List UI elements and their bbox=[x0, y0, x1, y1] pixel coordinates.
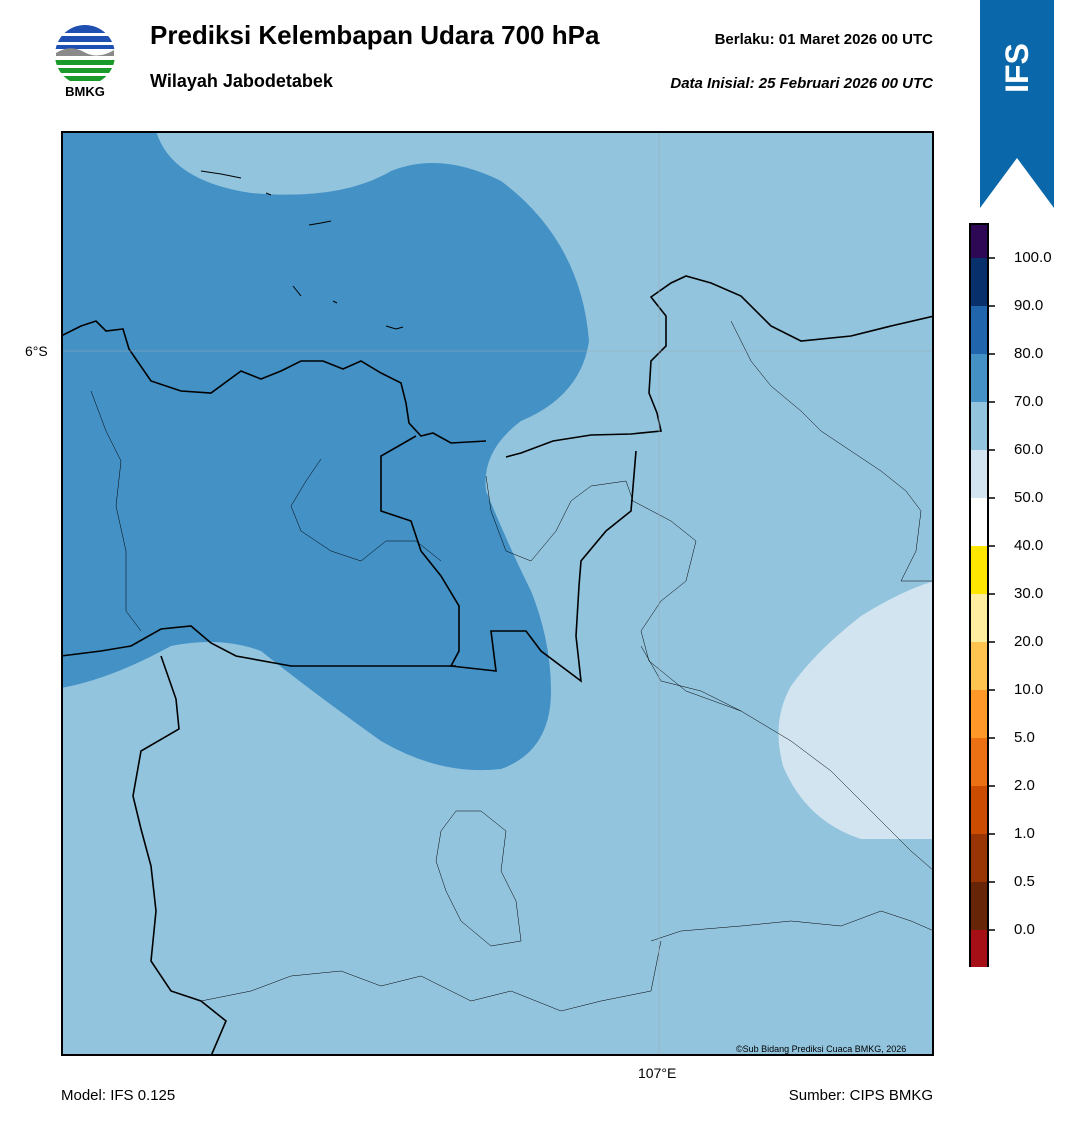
regency-border-2 bbox=[290, 458, 442, 562]
valid-time: Berlaku: 01 Maret 2026 00 UTC bbox=[714, 31, 933, 48]
colorbar-tick-label: 60.0 bbox=[1014, 441, 1044, 458]
coastline-west bbox=[61, 320, 487, 444]
longitude-label: 107°E bbox=[638, 1065, 677, 1081]
initial-data-time: Data Inisial: 25 Februari 2026 00 UTC bbox=[670, 75, 933, 92]
regency-border-3 bbox=[485, 475, 934, 872]
province-border-2 bbox=[61, 625, 456, 667]
colorbar-segment bbox=[970, 402, 988, 450]
model-label: Model: IFS 0.125 bbox=[61, 1087, 176, 1104]
ifs-badge-text: IFS bbox=[999, 43, 1035, 93]
colorbar-tick-label: 70.0 bbox=[1014, 393, 1044, 410]
island-4 bbox=[292, 285, 302, 297]
regency-border-8 bbox=[200, 940, 662, 1012]
colorbar-segment bbox=[970, 690, 988, 738]
regency-border-1 bbox=[90, 390, 142, 632]
svg-text:IFS: IFS bbox=[999, 43, 1035, 93]
source-label: Sumber: CIPS BMKG bbox=[788, 1087, 933, 1104]
regency-border-6 bbox=[435, 810, 522, 947]
island-3 bbox=[308, 220, 332, 226]
colorbar-segment bbox=[970, 786, 988, 834]
regency-border-5 bbox=[730, 320, 934, 582]
latitude-label: 6°S bbox=[25, 343, 48, 359]
colorbar-segment bbox=[970, 224, 988, 258]
colorbar-tick-label: 90.0 bbox=[1014, 297, 1044, 314]
island-5 bbox=[332, 300, 338, 304]
colorbar-segment bbox=[970, 450, 988, 498]
humidity-map bbox=[61, 131, 934, 1056]
regency-border-4 bbox=[640, 645, 742, 712]
island-1 bbox=[200, 170, 242, 179]
colorbar-segment bbox=[970, 594, 988, 642]
colorbar-segment bbox=[970, 738, 988, 786]
colorbar-tick-label: 30.0 bbox=[1014, 585, 1044, 602]
colorbar-segment bbox=[970, 834, 988, 882]
low-humidity-region bbox=[778, 581, 934, 839]
bmkg-logo-icon bbox=[50, 20, 120, 102]
page-subtitle: Wilayah Jabodetabek bbox=[150, 71, 333, 91]
high-humidity-region bbox=[61, 131, 589, 771]
colorbar-segment bbox=[970, 882, 988, 930]
colorbar-frame bbox=[969, 223, 989, 967]
colorbar-segment bbox=[970, 354, 988, 402]
colorbar-tick-label: 10.0 bbox=[1014, 681, 1044, 698]
colorbar-segment bbox=[970, 546, 988, 594]
regency-border-7 bbox=[650, 910, 934, 942]
colorbar-segment bbox=[970, 258, 988, 306]
colorbar bbox=[969, 223, 995, 967]
colorbar-tick-label: 1.0 bbox=[1014, 825, 1035, 842]
colorbar-tick-label: 80.0 bbox=[1014, 345, 1044, 362]
logo-text: BMKG bbox=[65, 84, 105, 99]
colorbar-segment bbox=[970, 642, 988, 690]
province-border-1 bbox=[380, 435, 637, 683]
colorbar-tick-label: 40.0 bbox=[1014, 537, 1044, 554]
colorbar-tick-label: 20.0 bbox=[1014, 633, 1044, 650]
island-6 bbox=[385, 325, 404, 330]
page-title: Prediksi Kelembapan Udara 700 hPa bbox=[150, 20, 600, 50]
colorbar-tick-label: 0.5 bbox=[1014, 873, 1035, 890]
colorbar-tick-label: 100.0 bbox=[1014, 249, 1052, 266]
colorbar-tick-label: 2.0 bbox=[1014, 777, 1035, 794]
colorbar-segment bbox=[970, 498, 988, 546]
colorbar-tick-label: 0.0 bbox=[1014, 921, 1035, 938]
coastline-east bbox=[505, 275, 934, 458]
colorbar-segment bbox=[970, 930, 988, 967]
colorbar-tick-label: 5.0 bbox=[1014, 729, 1035, 746]
copyright-text: ©Sub Bidang Prediksi Cuaca BMKG, 2026 bbox=[736, 1044, 907, 1054]
colorbar-segment bbox=[970, 306, 988, 354]
colorbar-tick-label: 50.0 bbox=[1014, 489, 1044, 506]
ifs-banner bbox=[980, 0, 1054, 208]
island-2 bbox=[265, 192, 272, 196]
map-frame bbox=[61, 131, 934, 1056]
